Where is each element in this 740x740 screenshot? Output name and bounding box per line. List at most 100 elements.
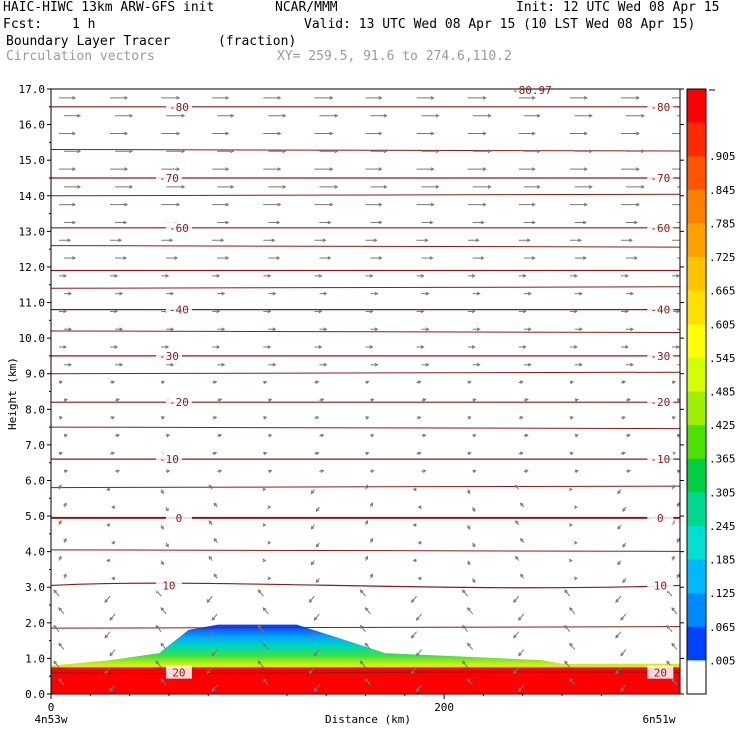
vector-head <box>176 131 181 136</box>
vector-head <box>72 131 77 136</box>
vector-head <box>160 490 164 495</box>
vector-head <box>573 505 578 510</box>
vector-head <box>313 688 318 692</box>
vector-shaft <box>206 595 213 603</box>
vector-head <box>208 484 213 489</box>
vector-head <box>315 451 320 456</box>
vector-arrow <box>161 416 166 420</box>
vector-head <box>636 96 640 100</box>
vector-shaft <box>309 631 315 639</box>
isotherm-label-bg <box>647 302 674 316</box>
vector-arrow <box>617 560 622 566</box>
vector-head <box>124 131 129 136</box>
y-tick-label: 2.0 <box>25 617 45 630</box>
vector-head <box>378 167 383 171</box>
vector-arrow <box>59 202 77 207</box>
vector-arrow <box>212 380 218 385</box>
colorbar-swatch <box>687 189 706 224</box>
vector-arrow <box>672 204 680 206</box>
x-axis-title: Distance (km) <box>325 713 411 726</box>
vector-head <box>564 624 568 629</box>
vector-arrow <box>518 613 525 621</box>
vector-head <box>72 96 77 100</box>
vector-head <box>166 469 171 474</box>
vector-head <box>676 345 680 349</box>
isotherm-label: 20 <box>172 667 185 680</box>
vector-arrow <box>672 239 680 241</box>
vector-shaft <box>314 613 320 621</box>
vector-head <box>636 202 640 207</box>
vector-head <box>276 220 281 225</box>
vector-head <box>569 607 573 611</box>
vector-head <box>629 238 633 243</box>
vector-arrow <box>110 167 129 171</box>
vector-head <box>374 327 379 332</box>
colorbar-swatch <box>687 290 706 325</box>
y-tick-label: 5.0 <box>25 510 45 523</box>
vector-head <box>72 220 77 225</box>
vector-arrow <box>217 433 223 438</box>
vector-arrow <box>263 309 272 314</box>
vector-arrow <box>64 362 73 367</box>
secondary-contour-line <box>51 485 680 489</box>
vector-head <box>271 238 276 243</box>
vector-arrow <box>155 624 162 633</box>
vector-arrow <box>676 502 680 508</box>
vector-shaft <box>262 607 269 615</box>
vector-head <box>364 484 369 489</box>
vector-arrow <box>263 273 272 278</box>
vector-arrow <box>364 678 371 686</box>
secondary-contour-line <box>51 193 680 197</box>
vector-arrow <box>416 273 425 278</box>
isotherm-label: -20 <box>169 396 189 409</box>
isotherm-label-bg <box>647 348 674 362</box>
vector-head <box>365 380 370 385</box>
vector-arrow <box>161 345 170 349</box>
vector-arrow <box>620 96 640 100</box>
vector-arrow <box>412 487 417 492</box>
vector-shaft <box>671 678 678 686</box>
vector-arrow <box>466 489 471 495</box>
vector-arrow <box>569 451 574 456</box>
vector-head <box>211 616 216 621</box>
vector-arrow <box>104 631 111 639</box>
vector-arrow <box>314 96 334 100</box>
vector-shaft <box>518 684 525 692</box>
vector-arrow <box>620 380 626 385</box>
vector-head <box>334 184 339 189</box>
vector-head <box>620 688 624 692</box>
vector-arrow <box>523 256 536 260</box>
vector-head <box>476 291 481 296</box>
vector-arrow <box>467 131 487 136</box>
vector-head <box>519 415 524 420</box>
vector-arrow <box>217 291 226 296</box>
isotherm-label: -70 <box>159 172 179 185</box>
vector-arrow <box>262 558 267 563</box>
vector-head <box>487 149 492 154</box>
vector-arrow <box>671 678 678 686</box>
vector-arrow <box>672 132 680 134</box>
vector-head <box>527 327 532 332</box>
vector-arrow <box>472 433 477 438</box>
vector-head <box>213 537 218 542</box>
vector-arrow <box>268 113 287 118</box>
vector-shaft <box>513 666 520 674</box>
vector-head <box>621 415 626 420</box>
isotherm-label: -20 <box>650 396 670 409</box>
vector-arrow <box>268 398 273 402</box>
vector-arrow <box>313 684 320 692</box>
vector-arrow <box>370 256 383 260</box>
vector-arrow <box>471 578 476 584</box>
vector-head <box>262 642 267 647</box>
vector-head <box>573 576 578 581</box>
vector-head <box>622 579 626 584</box>
vector-head <box>569 451 574 456</box>
vector-head <box>262 558 267 563</box>
vector-head <box>369 502 374 507</box>
secondary-contour-line <box>51 549 680 552</box>
vector-arrow <box>523 398 529 402</box>
vector-head <box>373 238 378 243</box>
vector-head <box>225 167 230 171</box>
vector-arrow <box>620 273 629 278</box>
vector-arrow <box>58 416 63 420</box>
